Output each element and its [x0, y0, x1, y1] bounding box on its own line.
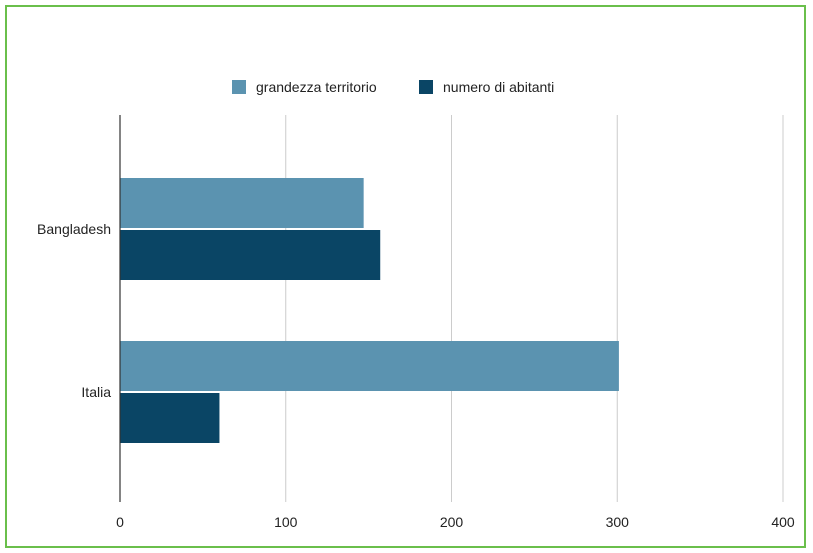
legend-swatch-1 — [419, 80, 433, 94]
bar-bangladesh-numero-di-abitanti — [120, 230, 381, 280]
legend: grandezza territorio numero di abitanti — [232, 79, 554, 95]
category-label-italia: Italia — [81, 384, 111, 400]
x-tick-labels: 0 100 200 300 400 — [116, 514, 795, 530]
grid-lines — [285, 115, 784, 502]
legend-swatch-0 — [232, 80, 246, 94]
category-label-bangladesh: Bangladesh — [37, 221, 111, 237]
x-tick-label-0: 0 — [116, 514, 124, 530]
bars — [120, 178, 619, 443]
bar-italia-grandezza-territorio — [120, 341, 619, 391]
category-labels: Bangladesh Italia — [37, 221, 111, 400]
x-tick-label-200: 200 — [440, 514, 464, 530]
x-tick-label-100: 100 — [274, 514, 298, 530]
x-tick-label-400: 400 — [771, 514, 795, 530]
legend-label-1: numero di abitanti — [443, 79, 554, 95]
bar-italia-numero-di-abitanti — [120, 393, 220, 443]
x-tick-label-300: 300 — [606, 514, 630, 530]
bar-bangladesh-grandezza-territorio — [120, 178, 364, 228]
legend-label-0: grandezza territorio — [256, 79, 377, 95]
